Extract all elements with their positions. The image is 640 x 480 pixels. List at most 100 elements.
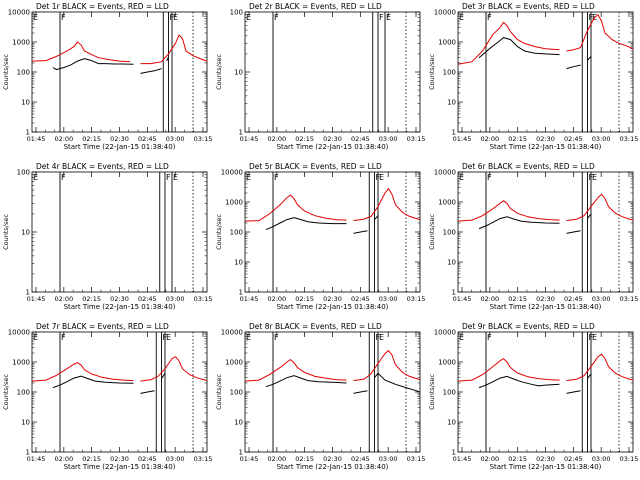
x-tick-label: 01:45	[27, 455, 46, 463]
y-axis-label: Counts/sec	[428, 54, 436, 90]
lld-series-line	[244, 194, 347, 222]
x-tick-label: 02:15	[82, 455, 101, 463]
flag-label-start: E	[33, 173, 38, 182]
lld-series-line	[140, 34, 208, 65]
plot-frame	[457, 11, 634, 133]
events-series-line	[166, 56, 169, 62]
events-series-line	[265, 375, 347, 388]
x-axis-label: Start Time (22-Jan-15 01:38:40)	[490, 143, 602, 151]
events-series-line	[374, 372, 421, 393]
x-tick-label: 02:00	[267, 455, 286, 463]
y-tick-label: 10	[234, 259, 243, 267]
lld-series-line	[353, 349, 421, 382]
y-axis-label: Counts/sec	[2, 374, 10, 410]
x-axis-label: Start Time (22-Jan-15 01:38:40)	[64, 143, 176, 151]
lld-series-line	[31, 362, 134, 382]
panel-title: Det 7r BLACK = Events, RED = LLD	[36, 322, 169, 331]
y-tick-label: 1000	[438, 199, 456, 207]
lld-series-line	[566, 14, 634, 52]
x-tick-label: 02:30	[536, 135, 555, 143]
x-tick-label: 01:45	[240, 295, 259, 303]
y-tick-label: 10	[447, 259, 456, 267]
y-tick-label: 1000	[12, 359, 30, 367]
x-tick-label: 01:45	[240, 135, 259, 143]
events-series-line	[566, 390, 581, 394]
y-tick-label: 10	[21, 229, 30, 237]
panel-title: Det 5r BLACK = Events, RED = LLD	[249, 162, 382, 171]
x-axis-label: Start Time (22-Jan-15 01:38:40)	[277, 143, 389, 151]
x-tick-label: 01:45	[453, 455, 472, 463]
y-tick-label: 100	[230, 389, 243, 397]
x-tick-label: 03:15	[194, 135, 213, 143]
events-series-line	[161, 373, 166, 379]
x-tick-label: 02:00	[54, 135, 73, 143]
flag-marker-label: F	[379, 13, 384, 22]
y-axis-label: Counts/sec	[215, 54, 223, 90]
events-series-line	[478, 375, 560, 389]
flag-label-start: E	[459, 173, 464, 182]
flag-marker-label: F	[274, 13, 279, 22]
x-tick-label: 02:30	[323, 135, 342, 143]
detector-panel-3: Det 3r BLACK = Events, RED = LLD 1 10 100 10…	[428, 2, 638, 151]
y-tick-label: 1	[239, 449, 243, 457]
y-axis-label: Counts/sec	[428, 374, 436, 410]
y-tick-label: 100	[17, 169, 30, 177]
x-tick-label: 03:00	[592, 295, 611, 303]
detector-panel-9: Det 9r BLACK = Events, RED = LLD 1 10 100 10…	[428, 322, 638, 471]
x-tick-label: 02:30	[323, 455, 342, 463]
x-tick-label: 02:45	[351, 295, 370, 303]
y-axis-label: Counts/sec	[428, 214, 436, 250]
x-tick-label: 03:00	[592, 455, 611, 463]
x-tick-label: 03:15	[620, 295, 639, 303]
x-tick-label: 02:15	[508, 295, 527, 303]
y-tick-label: 10000	[434, 169, 456, 177]
y-tick-label: 1000	[12, 39, 30, 47]
x-tick-label: 03:00	[166, 135, 185, 143]
events-series-line	[587, 213, 592, 219]
y-tick-label: 1	[452, 129, 456, 137]
y-tick-label: 100	[443, 69, 456, 77]
flag-label-start: E	[33, 13, 38, 22]
flag-marker-label: E	[592, 333, 597, 342]
y-tick-label: 1000	[225, 199, 243, 207]
lld-series-line	[457, 21, 560, 65]
flag-marker-label: E	[379, 333, 384, 342]
y-tick-label: 100	[17, 69, 30, 77]
x-tick-label: 02:00	[480, 295, 499, 303]
plot-frame	[244, 171, 421, 293]
flag-marker-label: F	[61, 173, 66, 182]
flag-marker-label: F	[166, 173, 171, 182]
x-tick-label: 02:15	[508, 455, 527, 463]
x-tick-label: 02:30	[110, 295, 129, 303]
flag-marker-label: E	[379, 173, 384, 182]
x-tick-label: 03:15	[194, 295, 213, 303]
panel-title: Det 6r BLACK = Events, RED = LLD	[462, 162, 595, 171]
x-axis-label: Start Time (22-Jan-15 01:38:40)	[277, 303, 389, 311]
y-tick-label: 100	[443, 389, 456, 397]
x-tick-label: 03:00	[379, 295, 398, 303]
y-tick-label: 10000	[434, 329, 456, 337]
x-tick-label: 02:30	[536, 295, 555, 303]
lld-series-line	[31, 41, 131, 63]
x-tick-label: 01:45	[453, 295, 472, 303]
y-tick-label: 1	[452, 449, 456, 457]
x-tick-label: 02:45	[564, 455, 583, 463]
x-tick-label: 02:45	[564, 135, 583, 143]
y-tick-label: 1000	[438, 39, 456, 47]
x-tick-label: 03:15	[407, 135, 426, 143]
y-tick-label: 1	[26, 289, 30, 297]
x-tick-label: 02:30	[110, 455, 129, 463]
x-tick-label: 03:15	[620, 135, 639, 143]
y-tick-label: 100	[230, 9, 243, 17]
panel-title: Det 1r BLACK = Events, RED = LLD	[36, 2, 169, 11]
flag-marker-label: E	[166, 333, 171, 342]
events-series-line	[52, 58, 134, 71]
flag-marker-label: E	[173, 13, 178, 22]
x-tick-label: 03:00	[166, 455, 185, 463]
plot-frame	[31, 331, 208, 453]
flag-label-start: E	[459, 333, 464, 342]
detector-panel-2: Det 2r BLACK = Events, RED = LLD 1 10 100 Co…	[215, 2, 425, 151]
x-tick-label: 02:15	[295, 135, 314, 143]
flag-marker-label: E	[386, 13, 391, 22]
events-series-line	[374, 215, 379, 220]
